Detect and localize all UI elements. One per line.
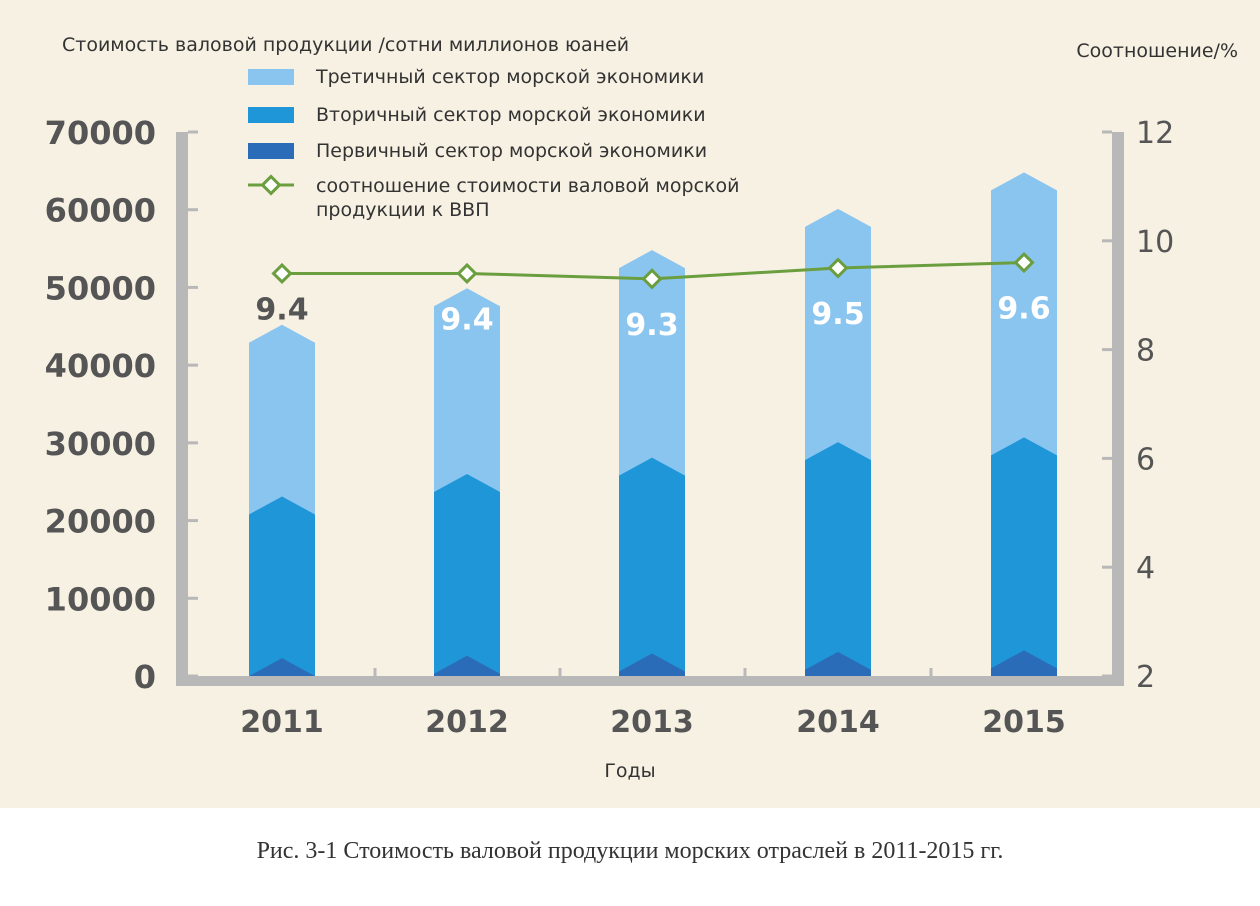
right-axis-line bbox=[1112, 132, 1124, 682]
ratio-marker bbox=[274, 265, 291, 282]
x-tick-label: 2014 bbox=[796, 705, 880, 740]
right-tick-label: 12 bbox=[1136, 116, 1174, 151]
x-axis-line bbox=[176, 676, 1124, 686]
ratio-data-label: 9.4 bbox=[255, 292, 308, 327]
ratio-data-label: 9.3 bbox=[625, 308, 678, 343]
x-tick-label: 2013 bbox=[610, 705, 694, 740]
left-tick-label: 20000 bbox=[45, 503, 156, 541]
right-tick-label: 4 bbox=[1136, 551, 1155, 586]
ratio-data-label: 9.4 bbox=[440, 302, 493, 337]
left-tick-label: 40000 bbox=[45, 347, 156, 385]
left-tick-label: 60000 bbox=[45, 192, 156, 230]
right-tick-label: 2 bbox=[1136, 660, 1155, 695]
ratio-marker bbox=[459, 265, 476, 282]
x-axis-title: Годы bbox=[0, 760, 1260, 782]
x-tick-label: 2011 bbox=[240, 705, 324, 740]
bar-secondary bbox=[619, 458, 685, 676]
bar-secondary bbox=[805, 442, 871, 676]
right-tick-label: 10 bbox=[1136, 225, 1174, 260]
left-tick-label: 70000 bbox=[45, 114, 156, 152]
left-axis-line bbox=[176, 132, 188, 682]
x-tick-label: 2012 bbox=[425, 705, 509, 740]
chart-panel: Стоимость валовой продукции /сотни милли… bbox=[0, 0, 1260, 808]
chart-plot: 0 10000 20000 30000 40000 50000 60000 70000 2 4 6 8… bbox=[0, 0, 1260, 808]
x-tick-label: 2015 bbox=[982, 705, 1066, 740]
figure-caption: Рис. 3-1 Стоимость валовой продукции мор… bbox=[0, 838, 1260, 865]
bar-secondary bbox=[434, 474, 500, 676]
ratio-data-label: 9.5 bbox=[811, 297, 864, 332]
ratio-data-label: 9.6 bbox=[997, 292, 1050, 327]
left-tick-label: 10000 bbox=[45, 580, 156, 618]
left-tick-label: 0 bbox=[134, 658, 156, 696]
right-tick-label: 8 bbox=[1136, 334, 1155, 369]
left-tick-label: 50000 bbox=[45, 269, 156, 307]
bar-secondary bbox=[991, 437, 1057, 676]
right-tick-label: 6 bbox=[1136, 442, 1155, 477]
left-tick-label: 30000 bbox=[45, 425, 156, 463]
bar-secondary bbox=[249, 496, 315, 676]
